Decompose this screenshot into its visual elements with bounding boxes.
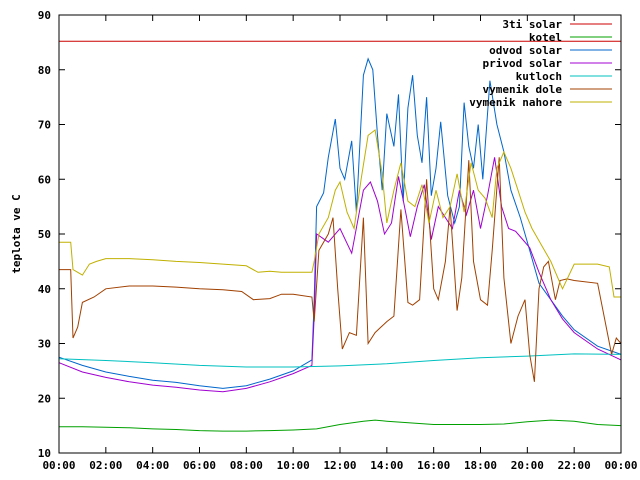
legend-label: kotel (529, 31, 562, 44)
y-tick-label: 20 (38, 392, 51, 405)
x-tick-label: 18:00 (464, 459, 497, 472)
x-tick-label: 14:00 (370, 459, 403, 472)
legend-item: odvod solar (489, 44, 612, 57)
y-tick-label: 80 (38, 64, 51, 77)
series-line-kotel (59, 419, 622, 432)
y-tick-label: 30 (38, 338, 51, 351)
series-line-privod-solar (58, 157, 622, 393)
legend-label: 3ti solar (502, 18, 562, 31)
y-tick-label: 60 (38, 173, 51, 186)
x-tick-label: 10:00 (277, 459, 310, 472)
series-line-odvod-solar (58, 57, 622, 389)
legend-item: privod solar (483, 57, 612, 70)
legend-label: vymenik dole (483, 83, 563, 96)
y-tick-label: 90 (38, 9, 51, 22)
x-tick-label: 12:00 (323, 459, 356, 472)
x-tick-label: 08:00 (230, 459, 263, 472)
legend-label: privod solar (483, 57, 563, 70)
legend-item: vymenik dole (483, 83, 612, 96)
legend-item: 3ti solar (502, 18, 612, 31)
series-layer (58, 40, 622, 432)
y-tick-label: 50 (38, 228, 51, 241)
y-axis-label: teplota ve C (10, 194, 23, 273)
series-line-vymenik-dole (59, 157, 622, 382)
x-tick-label: 22:00 (558, 459, 591, 472)
ticks-layer: 10 20 30 40 50 60 70 80 90 00:00 02:00 04:00 06:00 08… (38, 9, 638, 472)
x-tick-label: 00:00 (42, 459, 75, 472)
legend-label: odvod solar (489, 44, 562, 57)
legend-label: vymenik nahore (469, 96, 562, 109)
y-tick-label: 40 (38, 283, 51, 296)
x-tick-label: 02:00 (89, 459, 122, 472)
series-line-kutloch (58, 353, 622, 368)
x-tick-label: 20:00 (511, 459, 544, 472)
legend-item: vymenik nahore (469, 96, 612, 109)
x-tick-label: 00:00 (604, 459, 637, 472)
y-tick-label: 10 (38, 447, 51, 460)
series-line-vymenik-nahore (59, 129, 621, 298)
legend-label: kutloch (516, 70, 562, 83)
y-tick-label: 70 (38, 119, 51, 132)
x-tick-label: 06:00 (183, 459, 216, 472)
x-tick-label: 04:00 (136, 459, 169, 472)
legend-item: kutloch (516, 70, 612, 83)
x-tick-label: 16:00 (417, 459, 450, 472)
legend-item: kotel (529, 31, 612, 44)
